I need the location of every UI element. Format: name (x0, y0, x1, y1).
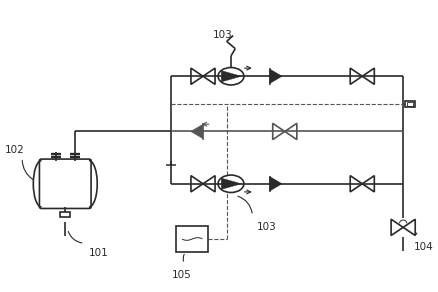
Polygon shape (270, 69, 282, 84)
Bar (60, 212, 71, 217)
Text: 103: 103 (257, 222, 276, 232)
Text: 103: 103 (212, 30, 232, 40)
Polygon shape (270, 177, 282, 191)
Polygon shape (221, 71, 241, 82)
Bar (407, 102, 413, 106)
Bar (405, 101, 415, 107)
Text: 104: 104 (414, 242, 434, 252)
Text: 102: 102 (5, 145, 25, 155)
Text: 101: 101 (89, 248, 109, 258)
Text: 105: 105 (172, 270, 191, 279)
Polygon shape (221, 178, 241, 190)
Bar (176, 226, 208, 252)
Polygon shape (191, 124, 203, 139)
